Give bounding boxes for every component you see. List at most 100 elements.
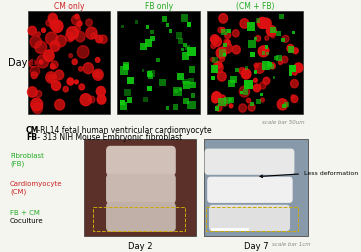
FancyBboxPatch shape	[270, 27, 276, 34]
FancyBboxPatch shape	[290, 66, 296, 73]
FancyBboxPatch shape	[119, 67, 128, 76]
FancyBboxPatch shape	[191, 94, 195, 99]
Circle shape	[291, 96, 298, 103]
FancyBboxPatch shape	[120, 102, 127, 110]
Circle shape	[278, 61, 282, 65]
FancyBboxPatch shape	[173, 87, 182, 97]
FancyBboxPatch shape	[148, 71, 155, 78]
Circle shape	[43, 51, 54, 62]
FancyBboxPatch shape	[179, 88, 182, 92]
FancyBboxPatch shape	[224, 98, 230, 105]
FancyBboxPatch shape	[166, 24, 169, 28]
FancyBboxPatch shape	[277, 32, 281, 37]
Circle shape	[239, 105, 247, 113]
FancyBboxPatch shape	[207, 177, 293, 203]
Circle shape	[221, 28, 225, 33]
Circle shape	[257, 18, 268, 29]
Text: Coculture: Coculture	[10, 217, 44, 223]
FancyBboxPatch shape	[256, 19, 260, 24]
Circle shape	[75, 81, 78, 85]
Circle shape	[263, 48, 268, 52]
FancyBboxPatch shape	[188, 78, 194, 85]
FancyBboxPatch shape	[146, 26, 149, 29]
FancyBboxPatch shape	[183, 99, 189, 105]
Circle shape	[292, 70, 297, 76]
FancyBboxPatch shape	[254, 72, 257, 75]
Circle shape	[29, 60, 36, 68]
FancyBboxPatch shape	[162, 17, 168, 23]
FancyBboxPatch shape	[135, 21, 138, 25]
Circle shape	[222, 44, 232, 54]
Text: FB only: FB only	[145, 2, 173, 11]
Circle shape	[42, 29, 45, 33]
Circle shape	[99, 36, 107, 44]
Circle shape	[77, 22, 82, 27]
Circle shape	[35, 42, 47, 54]
Circle shape	[75, 15, 79, 20]
Circle shape	[247, 99, 251, 103]
FancyBboxPatch shape	[205, 149, 295, 175]
FancyBboxPatch shape	[267, 63, 272, 68]
FancyBboxPatch shape	[166, 107, 169, 111]
Circle shape	[224, 40, 229, 45]
Circle shape	[229, 105, 233, 108]
FancyBboxPatch shape	[120, 100, 126, 106]
Circle shape	[239, 87, 249, 98]
Circle shape	[80, 94, 91, 106]
Circle shape	[218, 96, 226, 104]
FancyBboxPatch shape	[290, 65, 296, 72]
FancyBboxPatch shape	[143, 98, 148, 103]
FancyBboxPatch shape	[106, 174, 176, 204]
FancyBboxPatch shape	[159, 80, 166, 87]
FancyBboxPatch shape	[273, 77, 275, 80]
Circle shape	[261, 99, 264, 103]
FancyBboxPatch shape	[187, 23, 191, 27]
Circle shape	[96, 36, 103, 44]
Circle shape	[48, 75, 54, 82]
Circle shape	[232, 30, 239, 38]
FancyBboxPatch shape	[156, 59, 160, 63]
FancyBboxPatch shape	[288, 47, 295, 54]
Circle shape	[254, 64, 258, 69]
Circle shape	[67, 79, 74, 86]
Circle shape	[210, 58, 214, 62]
FancyBboxPatch shape	[254, 71, 257, 74]
Circle shape	[213, 63, 223, 74]
FancyBboxPatch shape	[221, 30, 227, 36]
Circle shape	[30, 67, 40, 77]
FancyBboxPatch shape	[223, 54, 226, 57]
FancyBboxPatch shape	[178, 39, 183, 45]
FancyBboxPatch shape	[182, 53, 189, 60]
Circle shape	[294, 64, 303, 73]
Circle shape	[217, 73, 226, 82]
Text: - 313 NIH Mouse Embryonic fibroblast: - 313 NIH Mouse Embryonic fibroblast	[35, 132, 182, 141]
Circle shape	[93, 70, 103, 81]
FancyBboxPatch shape	[270, 65, 274, 70]
Text: -RL14 fetal human ventricular cardiomyocyte: -RL14 fetal human ventricular cardiomyoc…	[35, 126, 211, 135]
Circle shape	[50, 21, 59, 31]
Circle shape	[91, 34, 96, 39]
FancyBboxPatch shape	[147, 86, 152, 91]
FancyBboxPatch shape	[240, 91, 243, 95]
FancyBboxPatch shape	[227, 30, 231, 34]
Circle shape	[69, 37, 73, 42]
FancyBboxPatch shape	[292, 32, 295, 35]
FancyBboxPatch shape	[207, 12, 303, 114]
Circle shape	[261, 19, 271, 29]
FancyBboxPatch shape	[182, 79, 188, 85]
FancyBboxPatch shape	[248, 41, 256, 49]
Text: FB + CM: FB + CM	[10, 209, 40, 215]
Circle shape	[293, 49, 298, 54]
FancyBboxPatch shape	[223, 43, 227, 48]
Circle shape	[46, 21, 52, 27]
FancyBboxPatch shape	[127, 79, 130, 82]
Circle shape	[30, 37, 42, 49]
FancyBboxPatch shape	[204, 140, 308, 236]
FancyBboxPatch shape	[84, 140, 196, 236]
Circle shape	[48, 14, 57, 24]
Circle shape	[248, 104, 255, 112]
Circle shape	[96, 87, 105, 97]
Circle shape	[36, 33, 40, 37]
Circle shape	[55, 71, 64, 80]
FancyBboxPatch shape	[209, 205, 290, 231]
